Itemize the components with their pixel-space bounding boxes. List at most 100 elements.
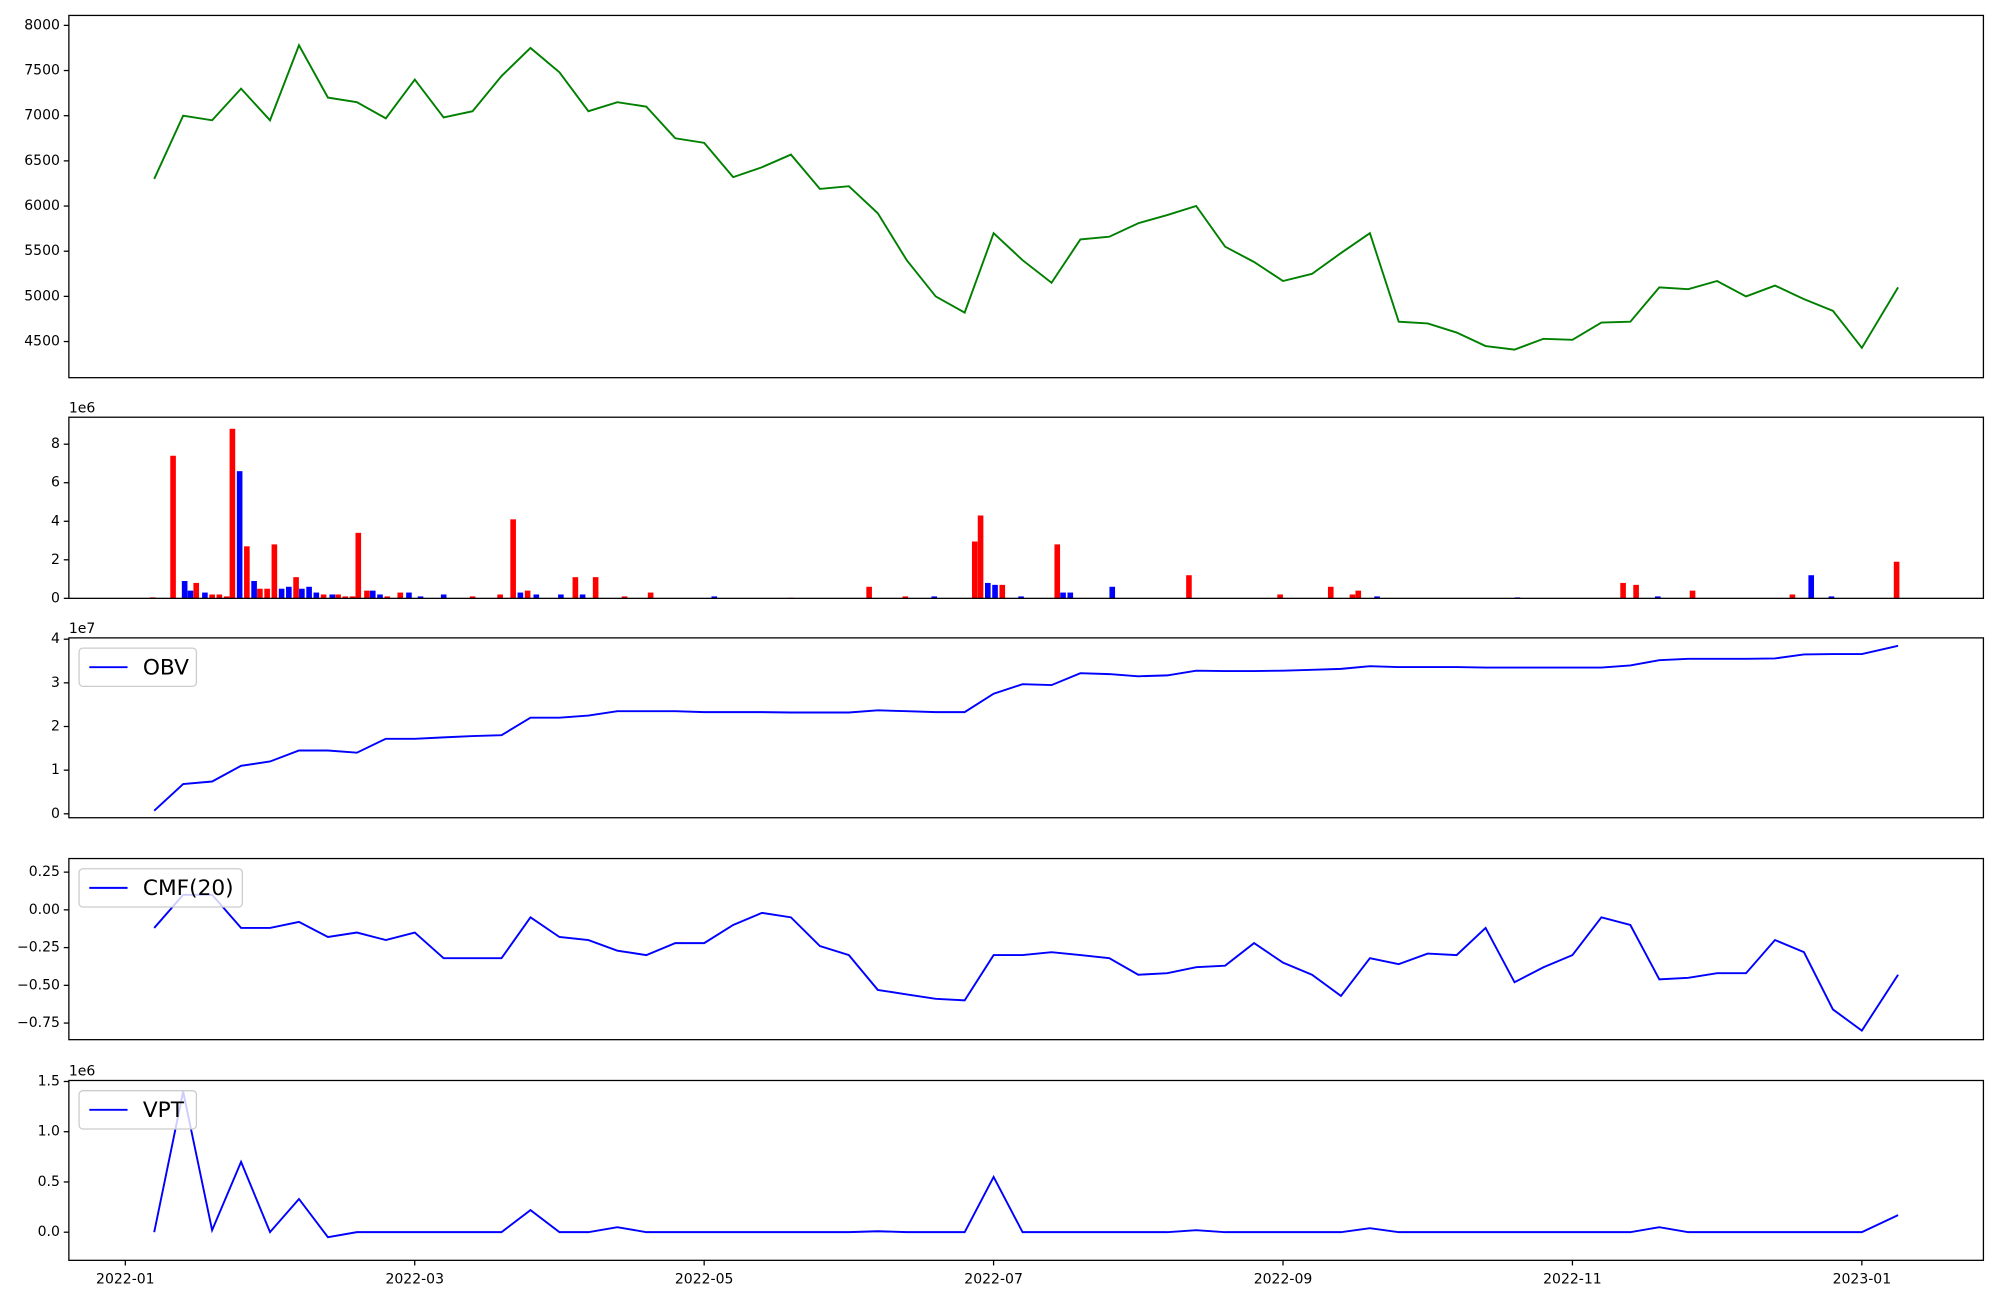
bar: [355, 532, 362, 599]
y-tick-label: 5000: [24, 288, 60, 304]
bar: [440, 594, 447, 599]
x-tick-label: 2022-03: [385, 1271, 444, 1287]
bar: [1808, 575, 1815, 599]
bar: [202, 592, 208, 599]
bar: [313, 592, 320, 599]
bar: [1828, 596, 1835, 599]
bar: [406, 592, 412, 599]
bar: [621, 596, 628, 599]
bar: [558, 594, 564, 599]
legend-label: OBV: [143, 655, 189, 680]
data-line: [153, 644, 1899, 812]
bar: [1067, 592, 1074, 599]
bar: [377, 594, 383, 599]
y-tick-label: 2: [51, 552, 60, 568]
y-tick-label: 6: [51, 475, 60, 491]
y-tick-label: 3: [51, 675, 60, 691]
bar: [1893, 561, 1900, 599]
bar: [579, 594, 586, 599]
bar: [572, 577, 579, 599]
y-tick-label: −0.75: [17, 1015, 60, 1031]
bar: [369, 590, 376, 599]
bar: [181, 581, 188, 599]
legend-box: [78, 1090, 198, 1130]
bar: [278, 588, 285, 599]
bar: [251, 581, 257, 599]
x-tick-label: 2022-11: [1543, 1271, 1602, 1287]
bar: [592, 577, 599, 599]
y-tick-label: 7000: [24, 108, 60, 124]
bar: [187, 590, 194, 599]
y-tick-label: 0.0: [38, 1224, 60, 1240]
y-offset-label: 1e7: [69, 621, 95, 637]
bar: [320, 594, 327, 599]
bar: [216, 594, 223, 599]
bar: [1789, 594, 1796, 599]
bar: [364, 590, 370, 599]
bar: [1277, 594, 1283, 599]
bar: [209, 594, 215, 599]
bar: [229, 428, 236, 599]
bar: [647, 592, 654, 599]
y-tick-label: 4500: [24, 334, 60, 350]
bar: [1109, 586, 1116, 599]
axes-frame: [68, 1079, 1985, 1261]
bar: [977, 515, 984, 599]
bar: [299, 588, 305, 599]
bar: [293, 577, 299, 599]
bar: [1054, 544, 1061, 599]
bar: [971, 541, 978, 599]
bar: [1355, 590, 1362, 599]
data-line: [153, 43, 1899, 351]
bar: [329, 594, 336, 599]
bar: [244, 546, 250, 599]
axes-frame: [68, 637, 1985, 819]
bar: [1349, 594, 1356, 599]
y-tick-label: 7500: [24, 63, 60, 79]
legend-label: VPT: [143, 1098, 185, 1123]
y-tick-label: −0.25: [17, 940, 60, 956]
data-line: [153, 893, 1899, 1032]
bar: [271, 544, 278, 599]
bar: [193, 582, 200, 599]
bar: [533, 594, 540, 599]
bar: [931, 596, 938, 599]
bar: [866, 586, 872, 599]
bar: [286, 586, 292, 599]
bar: [397, 592, 404, 599]
bar: [1689, 590, 1696, 599]
bar: [1655, 596, 1661, 599]
legend-box: [78, 647, 198, 687]
bar: [1186, 575, 1192, 599]
bar: [711, 596, 718, 599]
y-tick-label: 0: [51, 806, 60, 822]
bar: [170, 455, 176, 599]
bar: [306, 586, 312, 599]
y-tick-label: 1: [51, 762, 60, 778]
axes-frame: [68, 416, 1985, 599]
bar: [497, 594, 503, 599]
legend-label: CMF(20): [143, 876, 234, 901]
data-line: [153, 1091, 1899, 1239]
y-tick-label: 0.5: [38, 1174, 60, 1190]
y-tick-label: 0.25: [29, 864, 60, 880]
bar: [1374, 596, 1380, 599]
y-offset-label: 1e6: [69, 400, 96, 416]
y-tick-label: 6500: [24, 153, 60, 169]
bar: [264, 588, 270, 599]
bar: [335, 594, 341, 599]
y-tick-label: 1.0: [38, 1124, 60, 1140]
x-tick-label: 2022-01: [96, 1271, 155, 1287]
bar: [524, 590, 531, 599]
bar: [984, 582, 991, 599]
axes-frame: [68, 857, 1985, 1041]
bar: [1633, 584, 1639, 599]
bar: [257, 588, 263, 599]
bar: [236, 471, 243, 599]
y-tick-label: 6000: [24, 198, 60, 214]
y-tick-label: 4: [51, 631, 60, 647]
axes-frame: [68, 14, 1985, 379]
y-tick-label: 1.5: [38, 1073, 60, 1089]
x-tick-label: 2023-01: [1833, 1271, 1892, 1287]
